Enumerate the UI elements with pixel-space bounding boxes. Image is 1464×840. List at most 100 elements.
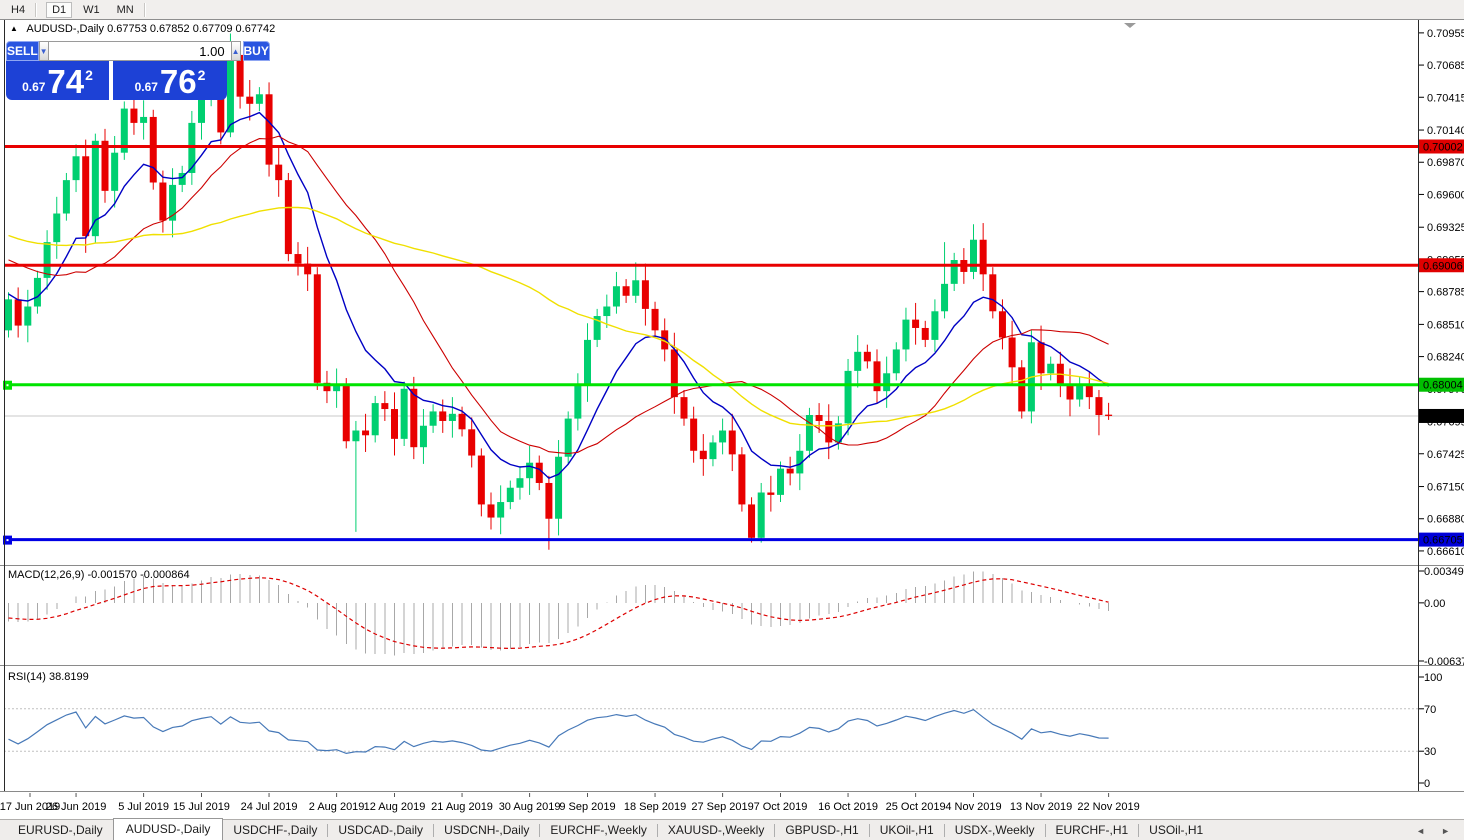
toolbar-separator <box>143 2 146 17</box>
sell-price-prefix: 0.67 <box>22 80 46 94</box>
tab-eurusd-daily[interactable]: EURUSD-,Daily <box>18 823 103 837</box>
chart-ohlc-values: 0.67753 0.67852 0.67709 0.67742 <box>107 23 276 35</box>
timeframe-button-h4[interactable]: H4 <box>11 3 26 16</box>
date-label: 24 Jul 2019 <box>241 801 298 813</box>
tab-usdx-weekly[interactable]: USDX-,Weekly <box>954 823 1035 837</box>
rsi-scale-tick: 30 <box>1424 746 1436 758</box>
candles-layer <box>5 33 1113 550</box>
chart-shift-marker-icon[interactable] <box>1124 23 1136 28</box>
sell-price-pips: 74 <box>47 63 85 100</box>
price-scale-tick: 0.68240 <box>1427 352 1464 364</box>
tab-usdcad-daily[interactable]: USDCAD-,Daily <box>338 823 424 837</box>
tab-usdcnh-daily[interactable]: USDCNH-,Daily <box>444 823 530 837</box>
rsi-label: RSI(14) 38.8199 <box>8 671 89 683</box>
macd-layer <box>8 571 1110 656</box>
tab-separator <box>943 824 945 837</box>
buy-price-box[interactable]: 0.67 76 2 <box>113 61 227 100</box>
ma-ema-10 <box>8 111 1110 480</box>
date-label: 5 Jul 2019 <box>118 801 169 813</box>
price-scale[interactable]: 0.70955 0.70685 0.70415 0.70140 0.69870 0.696… <box>1419 28 1464 790</box>
svg-text:0.67742: 0.67742 <box>1423 411 1463 423</box>
price-scale-tick: 0.69870 <box>1427 157 1464 169</box>
rsi-scale-tick: 100 <box>1424 672 1442 684</box>
volume-up-button[interactable]: ▲ <box>230 41 241 61</box>
date-label: 25 Oct 2019 <box>886 801 946 813</box>
sell-button[interactable]: SELL <box>6 41 39 61</box>
date-label: 26 Jun 2019 <box>46 801 107 813</box>
hline-price-label <box>1419 258 1464 273</box>
price-scale-tick: 0.70685 <box>1427 60 1464 72</box>
price-scale-tick: 0.69600 <box>1427 189 1464 201</box>
toolbar-separator <box>35 2 38 17</box>
date-label: 22 Nov 2019 <box>1077 801 1139 813</box>
timeframe-button-d1[interactable]: D1 <box>46 1 73 18</box>
tab-scroll-left-button[interactable]: ◄ <box>1416 826 1426 836</box>
buy-price-pips: 76 <box>159 63 197 100</box>
tab-scroll-right-button[interactable]: ► <box>1441 826 1450 836</box>
timeframe-button-w1[interactable]: W1 <box>83 3 100 16</box>
chevron-up-icon: ▲ <box>231 46 240 56</box>
hline-price-label <box>1419 377 1464 392</box>
one-click-collapse-icon[interactable]: ▲ <box>10 24 18 33</box>
date-label: 4 Nov 2019 <box>945 801 1001 813</box>
volume-input[interactable] <box>48 41 231 61</box>
rsi-line <box>8 709 1109 755</box>
tab-usoil-h1[interactable]: USOil-,H1 <box>1149 823 1204 837</box>
tab-separator <box>1044 824 1046 837</box>
hline-price-label <box>1419 532 1464 547</box>
price-scale-tick: 0.70955 <box>1427 28 1464 40</box>
rsi-scale-tick: 0 <box>1424 778 1430 790</box>
macd-scale-tick: 0.00349 <box>1424 566 1464 578</box>
price-scale-tick: 0.66880 <box>1427 514 1464 526</box>
date-label: 30 Aug 2019 <box>499 801 561 813</box>
tab-separator <box>433 824 435 837</box>
tab-ukoil-h1[interactable]: UKOil-,H1 <box>879 823 934 837</box>
tab-separator <box>1138 824 1140 837</box>
buy-button[interactable]: BUY <box>242 41 270 61</box>
price-scale-tick: 0.68785 <box>1427 287 1464 299</box>
sell-price-box[interactable]: 0.67 74 2 <box>6 61 109 100</box>
chevron-down-icon: ▼ <box>39 46 48 56</box>
date-label: 18 Sep 2019 <box>624 801 686 813</box>
moving-averages-layer <box>8 111 1110 480</box>
svg-text:0.68004: 0.68004 <box>1423 380 1463 392</box>
tab-eurchf-weekly[interactable]: EURCHF-,Weekly <box>550 823 647 837</box>
date-label: 7 Oct 2019 <box>754 801 808 813</box>
date-label: 27 Sep 2019 <box>691 801 753 813</box>
panel-borders <box>0 19 1464 792</box>
price-scale-tick: 0.68510 <box>1427 319 1464 331</box>
date-label: 15 Jul 2019 <box>173 801 230 813</box>
buy-price-prefix: 0.67 <box>134 80 158 94</box>
tab-xauusd-weekly[interactable]: XAUUSD-,Weekly <box>667 823 765 837</box>
date-label: 21 Aug 2019 <box>431 801 493 813</box>
sell-price-pipette: 2 <box>85 67 93 83</box>
horizontal-lines-layer <box>3 145 1418 545</box>
date-label: 2 Aug 2019 <box>309 801 365 813</box>
chart-tab-bar: EURUSD-,Daily AUDUSD-,Daily USDCHF-,Daily U… <box>0 818 1464 840</box>
tab-usdchf-daily[interactable]: USDCHF-,Daily <box>233 823 318 837</box>
rsi-scale-tick: 70 <box>1424 704 1436 716</box>
date-label: 9 Sep 2019 <box>559 801 615 813</box>
price-scale-tick: 0.70140 <box>1427 125 1464 137</box>
price-scale-tick: 0.66610 <box>1427 546 1464 558</box>
date-label: 16 Oct 2019 <box>818 801 878 813</box>
volume-down-button[interactable]: ▼ <box>38 41 49 61</box>
tab-separator <box>656 824 658 837</box>
price-scale-tick: 0.69325 <box>1427 222 1464 234</box>
hline-price-label <box>1419 139 1464 154</box>
tab-eurchf-h1[interactable]: EURCHF-,H1 <box>1055 823 1129 837</box>
one-click-trading-panel: SELL ▼ ▲ BUY 0.67 74 2 0.67 76 2 <box>6 41 270 100</box>
timeframe-toolbar: H4 D1 W1 MN <box>0 0 1464 20</box>
price-scale-tick: 0.67150 <box>1427 482 1464 494</box>
macd-scale-tick: 0.00 <box>1424 598 1445 610</box>
tab-separator <box>539 824 541 837</box>
tab-gbpusd-h1[interactable]: GBPUSD-,H1 <box>785 823 859 837</box>
timeframe-button-mn[interactable]: MN <box>116 3 134 16</box>
svg-text:0.66705: 0.66705 <box>1423 535 1463 547</box>
chart-symbol-period: AUDUSD-,Daily <box>26 23 104 35</box>
tab-separator <box>868 824 870 837</box>
tab-audusd-daily[interactable]: AUDUSD-,Daily <box>112 818 224 840</box>
ma-sma-50 <box>8 206 1109 427</box>
